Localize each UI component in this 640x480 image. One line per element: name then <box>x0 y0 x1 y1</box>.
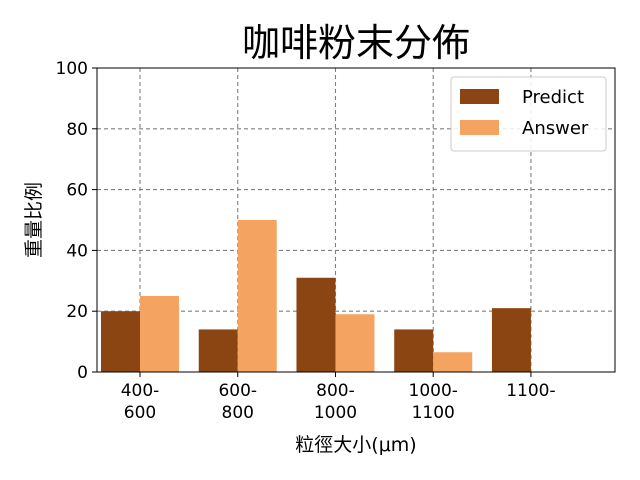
x-tick-label-3: 1000-1100 <box>409 381 458 423</box>
x-tick-label-1: 600-800 <box>218 381 257 423</box>
y-axis: 0 20 40 60 80 100 <box>56 59 97 383</box>
y-tick-label-4: 80 <box>66 120 88 140</box>
legend-swatch-answer <box>460 120 499 135</box>
bar-answer-3 <box>433 352 473 372</box>
x-axis: 400-600 600-800 800-1000 1000-1100 1100- <box>121 372 556 423</box>
y-tick-label-1: 20 <box>66 302 88 322</box>
plot-frame <box>96 67 616 373</box>
bar-predict-0 <box>101 311 141 372</box>
x-axis-label: 粒徑大小(μm) <box>295 434 416 456</box>
y-tick-label-0: 0 <box>77 363 88 383</box>
bar-predict-1 <box>198 329 238 372</box>
bar-answer-0 <box>140 296 180 372</box>
y-tick-label-2: 40 <box>66 241 88 261</box>
x-tick-label-2: 800-1000 <box>314 381 357 423</box>
bars <box>101 220 531 372</box>
chart-title: 咖啡粉末分佈 <box>242 21 470 65</box>
legend: Predict Answer <box>450 76 607 152</box>
legend-label-answer: Answer <box>522 118 589 139</box>
y-tick-label-5: 100 <box>56 59 88 79</box>
bar-predict-2 <box>296 277 336 372</box>
legend-swatch-predict <box>460 89 499 104</box>
bar-answer-2 <box>335 314 375 372</box>
y-axis-label: 重量比例 <box>23 182 45 258</box>
x-tick-label-0: 400-600 <box>121 381 160 423</box>
bar-predict-3 <box>394 329 434 372</box>
legend-label-predict: Predict <box>522 87 584 108</box>
bar-answer-1 <box>237 220 277 372</box>
y-tick-label-3: 60 <box>66 181 88 201</box>
bar-predict-4 <box>491 308 531 372</box>
x-tick-label-4: 1100- <box>506 381 555 401</box>
